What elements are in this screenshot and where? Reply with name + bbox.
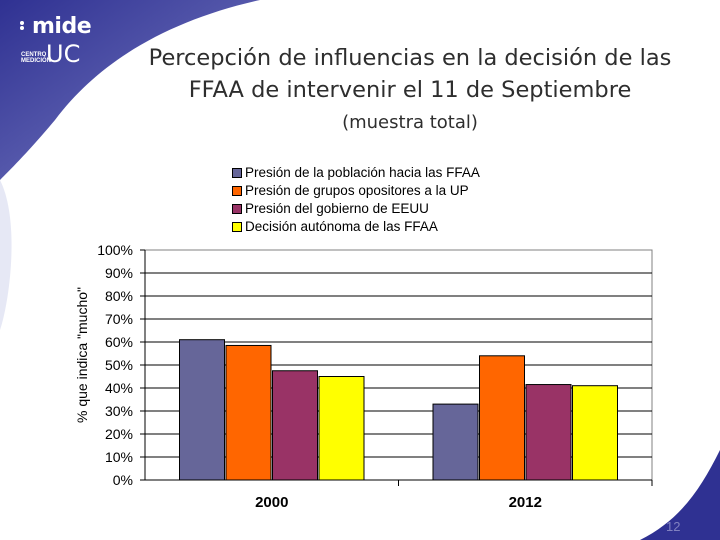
y-tick-label: 90% xyxy=(105,265,133,281)
logo-centro-text: CENTRO MEDICIÓN xyxy=(21,52,51,64)
slide-title: Percepción de influencias en la decisión… xyxy=(120,42,700,106)
legend-label: Presión del gobierno de EEUU xyxy=(245,201,429,216)
logo-dots-icon xyxy=(20,21,28,35)
y-tick-label: 0% xyxy=(113,472,133,488)
y-tick-label: 50% xyxy=(105,357,133,373)
bar xyxy=(272,370,318,481)
legend-item: Decisión autónoma de las FFAA xyxy=(232,218,480,236)
legend-item: Presión de la población hacia las FFAA xyxy=(232,164,480,182)
legend-swatch xyxy=(232,222,242,232)
y-tick-label: 80% xyxy=(105,288,133,304)
bar xyxy=(572,385,618,481)
legend-item: Presión de grupos opositores a la UP xyxy=(232,182,480,200)
logo-mide-text: mide xyxy=(32,14,92,39)
chart-legend: Presión de la población hacia las FFAA Pr… xyxy=(232,164,480,236)
bar xyxy=(432,403,479,481)
bar xyxy=(179,339,225,481)
x-tick-label: 2012 xyxy=(509,494,542,511)
legend-label: Presión de grupos opositores a la UP xyxy=(245,183,469,198)
slide-subtitle: (muestra total) xyxy=(342,112,478,133)
y-tick-label: 100% xyxy=(97,242,133,258)
y-tick-label: 40% xyxy=(105,380,133,396)
y-tick-label: 10% xyxy=(105,449,133,465)
y-tick-label: 30% xyxy=(105,403,133,419)
legend-swatch xyxy=(232,168,242,178)
legend-swatch xyxy=(232,186,242,196)
slide-title-line1: Percepción de influencias en la decisión… xyxy=(148,45,672,71)
y-tick-label: 20% xyxy=(105,426,133,442)
bar xyxy=(479,355,525,481)
y-tick-label: 60% xyxy=(105,334,133,350)
y-tick-label: 70% xyxy=(105,311,133,327)
x-tick-label: 2000 xyxy=(255,494,288,511)
bar xyxy=(318,376,365,481)
mide-uc-logo: mide CENTRO MEDICIÓN UC xyxy=(10,12,92,72)
page-number: 12 xyxy=(666,519,681,534)
bar xyxy=(525,384,572,481)
legend-label: Decisión autónoma de las FFAA xyxy=(245,219,438,234)
legend-item: Presión del gobierno de EEUU xyxy=(232,200,480,218)
slide-title-line2: FFAA de intervenir el 11 de Septiembre xyxy=(188,77,632,103)
logo-uc-text: UC xyxy=(46,40,81,68)
legend-swatch xyxy=(232,204,242,214)
legend-label: Presión de la población hacia las FFAA xyxy=(245,165,480,180)
bar xyxy=(225,344,272,481)
